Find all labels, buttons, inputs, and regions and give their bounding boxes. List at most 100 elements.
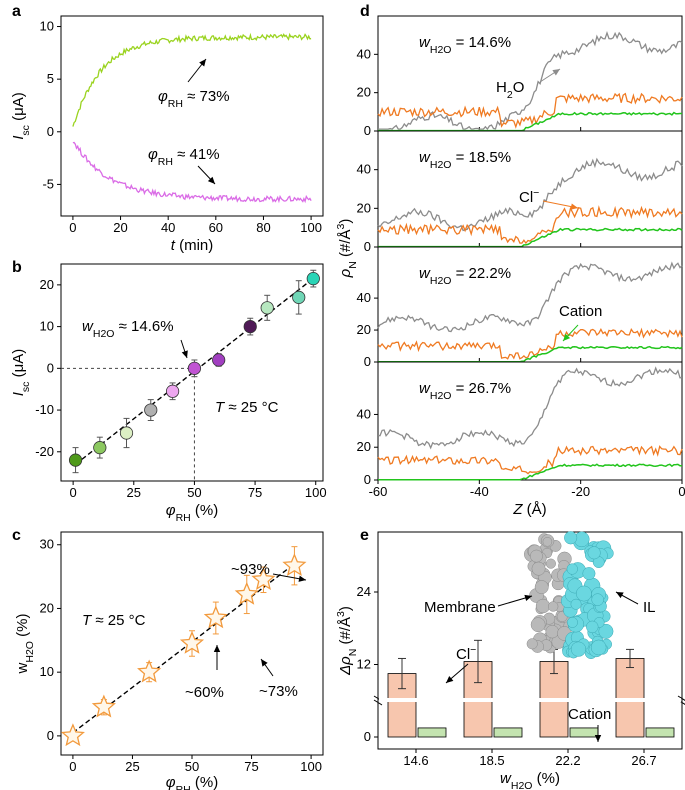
panel-b: b 0 25 50 75 100 -20 -10 0 10 20 φRH (%) Isc (μA) wH2…: [10, 259, 327, 524]
arrow-c-93: [272, 573, 307, 582]
axis-break-left: [373, 699, 383, 706]
d-ytick-label: 20: [357, 85, 371, 100]
a-xtick-label: 0: [69, 220, 76, 235]
c-xtick-label: 25: [125, 759, 139, 774]
b-xtick-label: 50: [187, 485, 201, 500]
membrane-blob: [545, 624, 559, 639]
panel-d: d 0 20 40 wH2O = 14.6% H2O 0 20 40 wH2O = 18.5% Cl…: [335, 3, 685, 518]
a-ytick-label: 10: [40, 19, 54, 34]
y-axis-title-a: Isc (μA): [10, 92, 32, 139]
data-point-b-0: [68, 453, 83, 467]
d-xtick-label: -40: [470, 484, 489, 499]
data-point-c-6: [251, 567, 276, 591]
d-ytick-label: 20: [357, 439, 371, 454]
il-blob: [587, 546, 601, 560]
plot-frame-e: [377, 531, 683, 750]
panel-e: e 0 12 24 14.6 18.5 22.2 26.7 wH2O (%) ΔρN (#/Å3)…: [335, 527, 685, 790]
c-xtick-label: 0: [69, 759, 76, 774]
d-ytick-label: 40: [357, 46, 371, 61]
c-ytick-label: 30: [40, 537, 54, 552]
arrow-b-head: [181, 350, 188, 358]
arrow-c-73-head: [261, 659, 268, 667]
d-ytick-label: 0: [364, 354, 371, 369]
x-axis-title-d: Z (Å): [512, 501, 546, 518]
e-ytick-label: 0: [364, 729, 371, 744]
subplot-d-3: 0 20 40 wH2O = 26.7%: [357, 361, 683, 487]
y-axis-title-b: Isc (μA): [10, 349, 32, 396]
data-point-b-6: [212, 353, 226, 367]
a-xtick-label: 80: [256, 220, 270, 235]
data-point-b-5: [187, 361, 202, 375]
series-h2o-d: [377, 261, 683, 333]
annotation-a-73: φRH ≈ 73%: [158, 88, 230, 110]
x-axis-title-b: φRH (%): [166, 502, 218, 524]
bar-cation-e-2: [569, 727, 599, 738]
d-ytick-label: 40: [357, 290, 371, 305]
arrow-b: [180, 339, 188, 359]
membrane-blob: [534, 580, 549, 595]
series-h2o-d: [377, 366, 683, 450]
e-xtick-label: 18.5: [479, 753, 504, 768]
series-h2o-d: [378, 31, 683, 131]
membrane-blob: [548, 601, 559, 612]
data-point-b-7: [243, 319, 257, 334]
arrow-d-0-head: [552, 69, 560, 76]
arrow-c-73: [260, 658, 274, 677]
c-xtick-label: 75: [244, 759, 258, 774]
annotation-d-0: H2O: [496, 79, 524, 101]
series-cation-d: [378, 463, 682, 481]
subplot-label-d-3: wH2O = 26.7%: [419, 380, 511, 402]
e-ytick-label: 24: [357, 584, 371, 599]
data-point-b-9: [292, 290, 306, 304]
d-xtick-label: -20: [571, 484, 590, 499]
c-ytick-label: 10: [40, 664, 54, 679]
series-cation-d: [378, 345, 683, 363]
data-point-b-4: [165, 384, 180, 398]
annotation-a-41: φRH ≈ 41%: [148, 146, 220, 168]
arrow-e-membrane-head: [524, 594, 532, 602]
subplot-label-d-2: wH2O = 22.2%: [419, 265, 511, 287]
subplot-label-d-0: wH2O = 14.6%: [419, 34, 511, 56]
arrow-d-2: [562, 324, 579, 342]
il-blob: [570, 598, 582, 610]
a-ytick-label: -5: [42, 176, 54, 191]
panel-label-d: d: [360, 3, 370, 20]
il-blob: [590, 639, 607, 656]
y-axis-title-c: wH2O (%): [14, 614, 36, 675]
panel-c: c 0 25 50 75 100 0 10 20 30 φRH (%) wH2O (%) ~93% ~73…: [12, 527, 324, 790]
d-ytick-label: 0: [364, 472, 371, 487]
annotation-d-1: Cl−: [519, 187, 539, 206]
b-ytick-label: 0: [47, 360, 54, 375]
subplot-d-1: 0 20 40 wH2O = 18.5% Cl−: [357, 130, 683, 254]
data-point-b-3: [144, 403, 158, 417]
arrow-e-membrane: [497, 594, 533, 607]
arrow-e-il: [615, 591, 639, 605]
a-xtick-label: 100: [300, 220, 322, 235]
c-xtick-label: 50: [185, 759, 199, 774]
bar-cl-e-3: [615, 658, 645, 738]
il-blob: [582, 567, 596, 581]
data-point-c-5: [234, 581, 259, 605]
arrow-e-il-head: [616, 592, 624, 599]
d-ytick-label: 0: [364, 239, 371, 254]
il-blob: [598, 623, 614, 639]
bar-cation-e-3: [645, 727, 675, 738]
annotation-e-cl: Cl−: [456, 644, 476, 663]
subplot-label-d-1: wH2O = 18.5%: [419, 149, 511, 171]
y-axis-title-d: ρN (#/Å3): [335, 219, 359, 279]
annotation-c-93: ~93%: [231, 561, 270, 578]
arrow-e-cl-head: [446, 676, 454, 683]
annotation-e-membrane: Membrane: [424, 599, 496, 616]
arrow-c-93-head: [298, 575, 306, 582]
membrane-blob: [530, 549, 543, 563]
membrane-blob: [535, 598, 551, 614]
bar-cation-e-0: [417, 727, 447, 738]
data-point-b-8: [260, 301, 274, 315]
series-line-a-0: [72, 32, 312, 127]
subplot-d-2: 0 20 40 wH2O = 22.2% Cation: [357, 246, 683, 369]
subplot-d-0: 0 20 40 wH2O = 14.6% H2O: [357, 15, 683, 138]
il-blob: [566, 563, 578, 575]
annotation-b-temp: T ≈ 25 °C: [215, 399, 279, 416]
arrow-e-cl: [445, 663, 469, 684]
a-ytick-label: 5: [47, 71, 54, 86]
